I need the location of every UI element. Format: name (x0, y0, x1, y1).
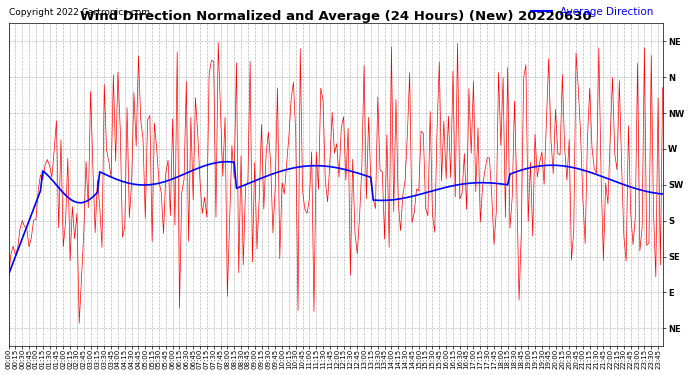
Legend: Average Direction: Average Direction (526, 3, 658, 21)
Title: Wind Direction Normalized and Average (24 Hours) (New) 20220630: Wind Direction Normalized and Average (2… (80, 10, 591, 24)
Text: Copyright 2022 Cartronics.com: Copyright 2022 Cartronics.com (8, 8, 150, 17)
